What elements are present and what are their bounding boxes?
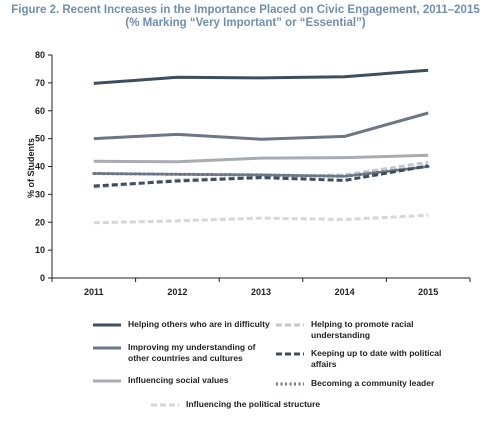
series-line-1 xyxy=(93,68,429,85)
chart-title-line-1: Figure 2. Recent Increases in the Import… xyxy=(11,4,480,16)
legend-label: Becoming a community leader xyxy=(311,378,435,388)
legend-item-2: Improving my understanding of other coun… xyxy=(92,342,278,363)
legend-label: Helping to promote racial understanding xyxy=(311,319,414,340)
series-line-3 xyxy=(93,153,429,164)
legend-label: Keeping up to date with political affair… xyxy=(311,348,442,369)
legend-item-7: Influencing the political structure xyxy=(150,399,320,410)
y-tick-label: 70 xyxy=(35,78,45,88)
legend-item-6: Becoming a community leader xyxy=(275,378,434,389)
chart-title: Figure 2. Recent Increases in the Import… xyxy=(0,4,491,30)
y-tick-label: 30 xyxy=(35,189,45,199)
chart-title-line-2: (% Marking “Very Important” or “Essentia… xyxy=(125,17,366,29)
legend-label: Helping others who are in difficulty xyxy=(128,319,270,329)
line-chart: 0 10 20 30 40 50 60 70 80 2011 2012 2013 2014 2015 % … xyxy=(26,50,471,297)
series-line-7 xyxy=(93,213,429,225)
legend-item-1: Helping others who are in difficulty xyxy=(92,319,270,330)
x-tick-label: 2011 xyxy=(84,287,104,297)
axes: 0 10 20 30 40 50 60 70 80 2011 2012 2013 2014 2015 xyxy=(35,50,471,297)
series-line-6 xyxy=(92,165,430,178)
legend-swatch xyxy=(93,379,121,383)
legend-swatch xyxy=(276,323,304,327)
legend-item-5: Keeping up to date with political affair… xyxy=(275,348,461,369)
legend-label: Improving my understanding of other coun… xyxy=(128,342,256,363)
series-line-5 xyxy=(93,164,429,188)
legend-item-4: Helping to promote racial understanding xyxy=(275,319,461,340)
y-tick-label: 40 xyxy=(35,162,45,172)
y-tick-label: 50 xyxy=(35,134,45,144)
y-tick-label: 0 xyxy=(40,273,45,283)
y-tick-label: 80 xyxy=(35,50,45,60)
legend-swatch xyxy=(151,403,179,407)
legend-label: Influencing social values xyxy=(128,375,229,385)
y-tick-label: 20 xyxy=(35,217,45,227)
x-tick-label: 2014 xyxy=(335,287,355,297)
series-line-2 xyxy=(93,111,429,141)
legend-swatch xyxy=(276,352,304,356)
series-lines xyxy=(92,68,430,225)
y-tick-label: 10 xyxy=(35,245,45,255)
legend-label: Influencing the political structure xyxy=(186,399,321,409)
x-tick-label: 2015 xyxy=(418,287,438,297)
legend-swatch xyxy=(93,323,121,327)
x-tick-label: 2012 xyxy=(167,287,187,297)
legend-swatch xyxy=(276,382,304,386)
legend-item-3: Influencing social values xyxy=(92,375,229,386)
y-axis-label: % of Students xyxy=(26,138,36,198)
x-tick-label: 2013 xyxy=(251,287,271,297)
legend-swatch xyxy=(93,346,121,350)
y-tick-label: 60 xyxy=(35,106,45,116)
